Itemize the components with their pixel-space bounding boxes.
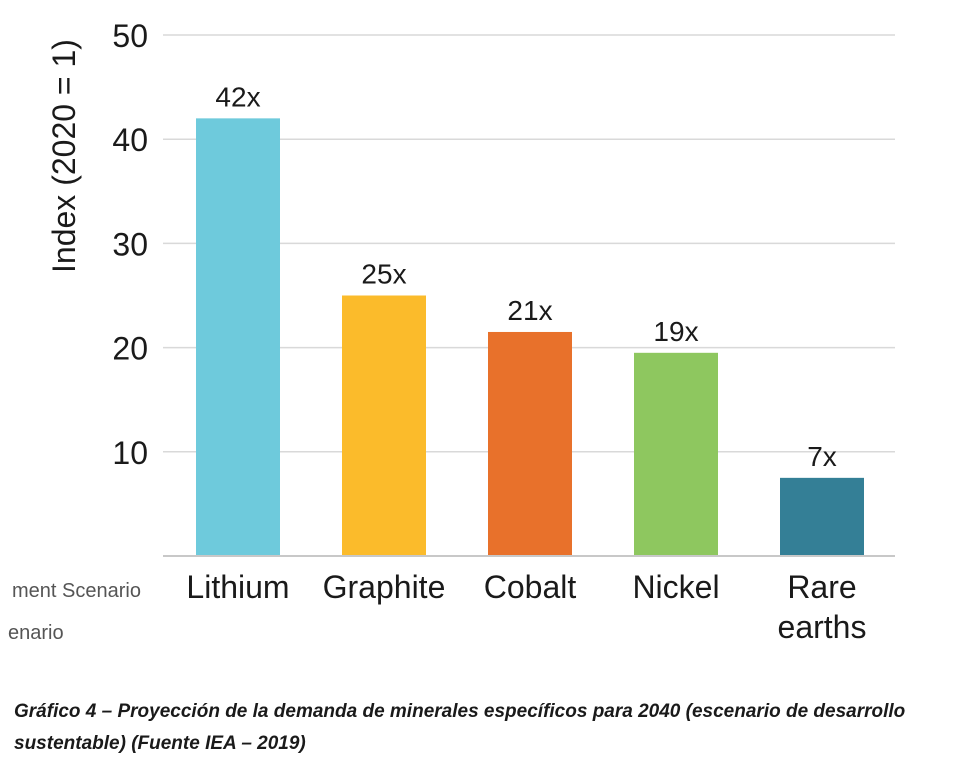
data-labels: 42x 25x 21x 19x 7x xyxy=(215,81,836,471)
x-tick-label: Rare earths xyxy=(778,569,867,645)
y-tick-label: 20 xyxy=(112,331,148,367)
category-labels: Lithium Graphite Cobalt Nickel Rare earths xyxy=(186,569,866,645)
y-tick-labels: 10 20 30 40 50 xyxy=(112,18,148,471)
gridlines xyxy=(163,34,895,453)
figure-caption: Gráfico 4 – Proyección de la demanda de … xyxy=(14,701,906,754)
y-axis-label: Index (2020 = 1) xyxy=(46,39,82,273)
data-label: 21x xyxy=(507,295,552,326)
data-label: 7x xyxy=(807,441,837,472)
legend-fragment-1: ment Scenario xyxy=(12,580,141,602)
legend-fragment-2: enario xyxy=(8,622,64,644)
bar-cobalt xyxy=(488,331,572,556)
x-tick-label: Nickel xyxy=(632,569,719,605)
y-tick-label: 50 xyxy=(112,18,148,54)
y-tick-label: 30 xyxy=(112,226,148,262)
y-tick-label: 40 xyxy=(112,122,148,158)
x-tick-label: Lithium xyxy=(186,569,289,605)
y-tick-label: 10 xyxy=(112,435,148,471)
data-label: 25x xyxy=(361,259,406,290)
data-label: 19x xyxy=(653,316,698,347)
x-tick-label: Cobalt xyxy=(484,569,577,605)
bar-graphite xyxy=(342,295,426,556)
bar-lithium xyxy=(196,118,280,557)
data-label: 42x xyxy=(215,81,260,112)
bar-nickel xyxy=(634,352,718,556)
bars xyxy=(196,118,864,557)
bar-chart: 10 20 30 40 50 Index (2020 = 1) Lithium Graph… xyxy=(8,18,895,645)
x-tick-label: Graphite xyxy=(323,569,446,605)
bar-rare-earths xyxy=(780,477,864,556)
